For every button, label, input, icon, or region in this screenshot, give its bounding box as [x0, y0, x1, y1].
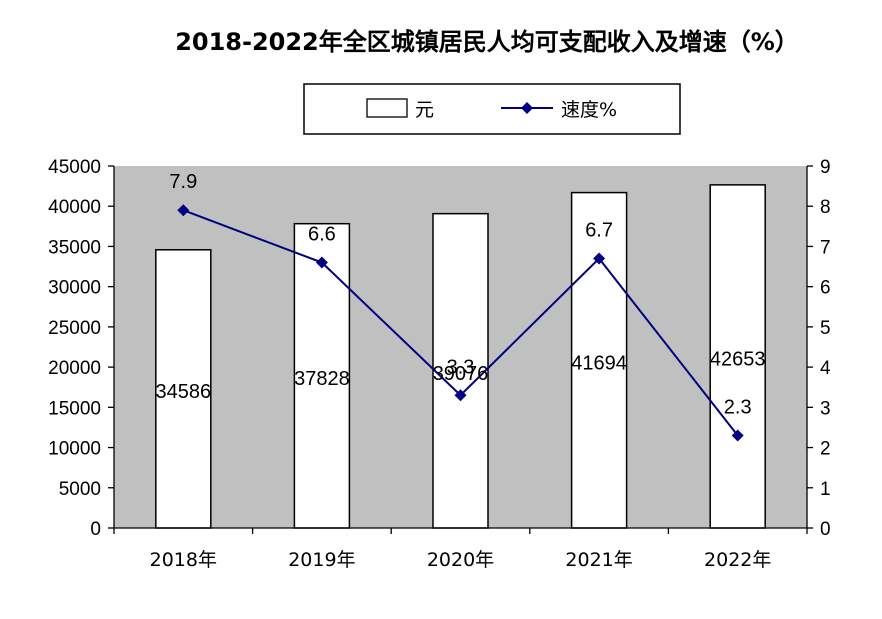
legend-line-marker	[521, 102, 533, 114]
bar-data-label: 37828	[294, 368, 350, 390]
left-tick-label: 35000	[48, 237, 101, 258]
chart-title: 2018-2022年全区城镇居民人均可支配收入及增速（%）	[175, 28, 799, 56]
left-tick-label: 45000	[48, 157, 101, 178]
bar-2019年	[293, 222, 351, 529]
line-data-label: 3.3	[447, 356, 475, 378]
bar-data-label: 41694	[571, 352, 627, 374]
right-tick-label: 8	[820, 197, 831, 218]
x-tick-label: 2019年	[288, 549, 355, 571]
legend-bar-swatch	[366, 98, 408, 118]
right-tick-label: 5	[820, 318, 831, 339]
right-tick-label: 6	[820, 278, 831, 299]
bar-data-label: 42653	[710, 348, 766, 370]
left-tick-label: 5000	[59, 479, 101, 500]
right-tick-label: 4	[820, 358, 831, 379]
legend-bar-label: 元	[415, 99, 434, 121]
bar-data-label: 34586	[155, 381, 211, 403]
right-tick-label: 3	[820, 398, 831, 419]
legend-box	[303, 83, 681, 135]
bar-2022年	[709, 184, 766, 529]
bar-2020年	[432, 212, 489, 529]
x-tick-label: 2018年	[150, 549, 217, 571]
legend-line-label: 速度%	[561, 99, 617, 121]
left-tick-label: 15000	[48, 398, 101, 419]
right-tick-label: 1	[820, 479, 831, 500]
line-point-2018年	[177, 204, 190, 217]
bar-2018年	[155, 249, 212, 529]
line-data-label: 2.3	[724, 396, 752, 418]
right-tick-label: 0	[820, 519, 831, 540]
line-data-label: 6.7	[585, 220, 613, 242]
left-tick-label: 40000	[48, 197, 101, 218]
line-point-2021年	[593, 252, 606, 265]
left-tick-label: 20000	[48, 358, 101, 379]
left-tick-label: 25000	[48, 318, 101, 339]
bar-data-label: 39076	[433, 363, 489, 385]
line-data-label: 7.9	[169, 171, 197, 193]
left-tick-label: 30000	[48, 278, 101, 299]
line-data-label: 6.6	[308, 224, 336, 246]
left-tick-label: 10000	[48, 439, 101, 460]
x-tick-label: 2022年	[704, 549, 771, 571]
x-tick-label: 2021年	[565, 549, 632, 571]
line-point-2020年	[454, 389, 467, 402]
right-tick-label: 7	[820, 237, 831, 258]
left-tick-label: 0	[90, 519, 101, 540]
line-point-2022年	[731, 429, 744, 442]
x-tick-label: 2020年	[427, 549, 494, 571]
right-tick-label: 2	[820, 439, 831, 460]
legend: 元 速度%	[303, 83, 681, 135]
line-point-2019年	[315, 256, 328, 269]
right-tick-label: 9	[820, 157, 831, 178]
